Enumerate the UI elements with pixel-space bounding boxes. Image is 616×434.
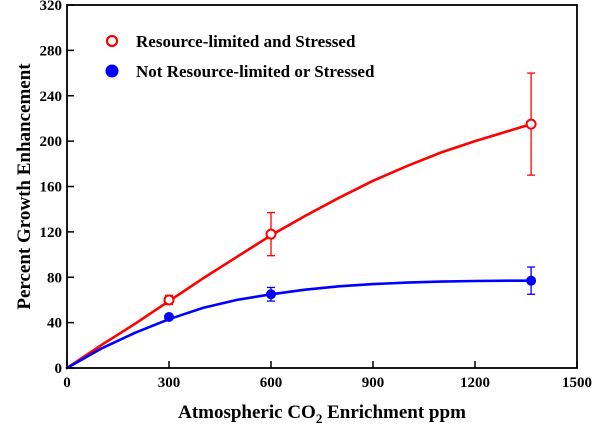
data-point — [164, 311, 174, 322]
x-axis-title-subscript: 2 — [316, 411, 323, 426]
x-tick-label: 1200 — [460, 375, 490, 391]
y-tick-label: 40 — [47, 316, 62, 332]
x-axis-title-tail: Enrichment ppm — [322, 402, 466, 423]
legend-label-not-resource-limited: Not Resource-limited or Stressed — [136, 62, 375, 81]
data-point — [525, 118, 537, 130]
y-tick-label: 80 — [47, 270, 62, 286]
y-tick-label: 280 — [40, 43, 63, 59]
data-point — [526, 275, 537, 286]
x-axis-title: Atmospheric CO2 Enrichment ppm — [178, 402, 466, 426]
x-tick-label: 1500 — [562, 375, 592, 391]
legend-marker-resource-limited — [105, 34, 119, 48]
y-tick-label: 320 — [40, 0, 63, 14]
series-line-1 — [65, 279, 533, 370]
x-axis-title-main: Atmospheric CO — [178, 402, 316, 423]
x-tick-label: 0 — [63, 375, 71, 391]
data-point — [163, 294, 175, 306]
legend-label-resource-limited: Resource-limited and Stressed — [136, 32, 356, 51]
y-tick-label: 200 — [40, 134, 63, 150]
plot-frame — [66, 4, 578, 369]
legend-marker-not-resource-limited — [105, 64, 119, 78]
y-tick-label: 160 — [40, 180, 63, 196]
x-tick-label: 300 — [158, 375, 181, 391]
y-tick-label: 240 — [40, 89, 63, 105]
data-point — [265, 228, 277, 240]
y-tick-label: 120 — [40, 225, 63, 241]
legend: Resource-limited and Stressed Not Resour… — [105, 32, 375, 81]
x-tick-label: 900 — [362, 375, 385, 391]
y-axis-title: Percent Growth Enhancement — [14, 63, 35, 310]
y-tick-label: 0 — [55, 361, 63, 377]
x-tick-label: 600 — [260, 375, 283, 391]
data-point — [266, 289, 276, 300]
series-line-0 — [65, 122, 533, 370]
